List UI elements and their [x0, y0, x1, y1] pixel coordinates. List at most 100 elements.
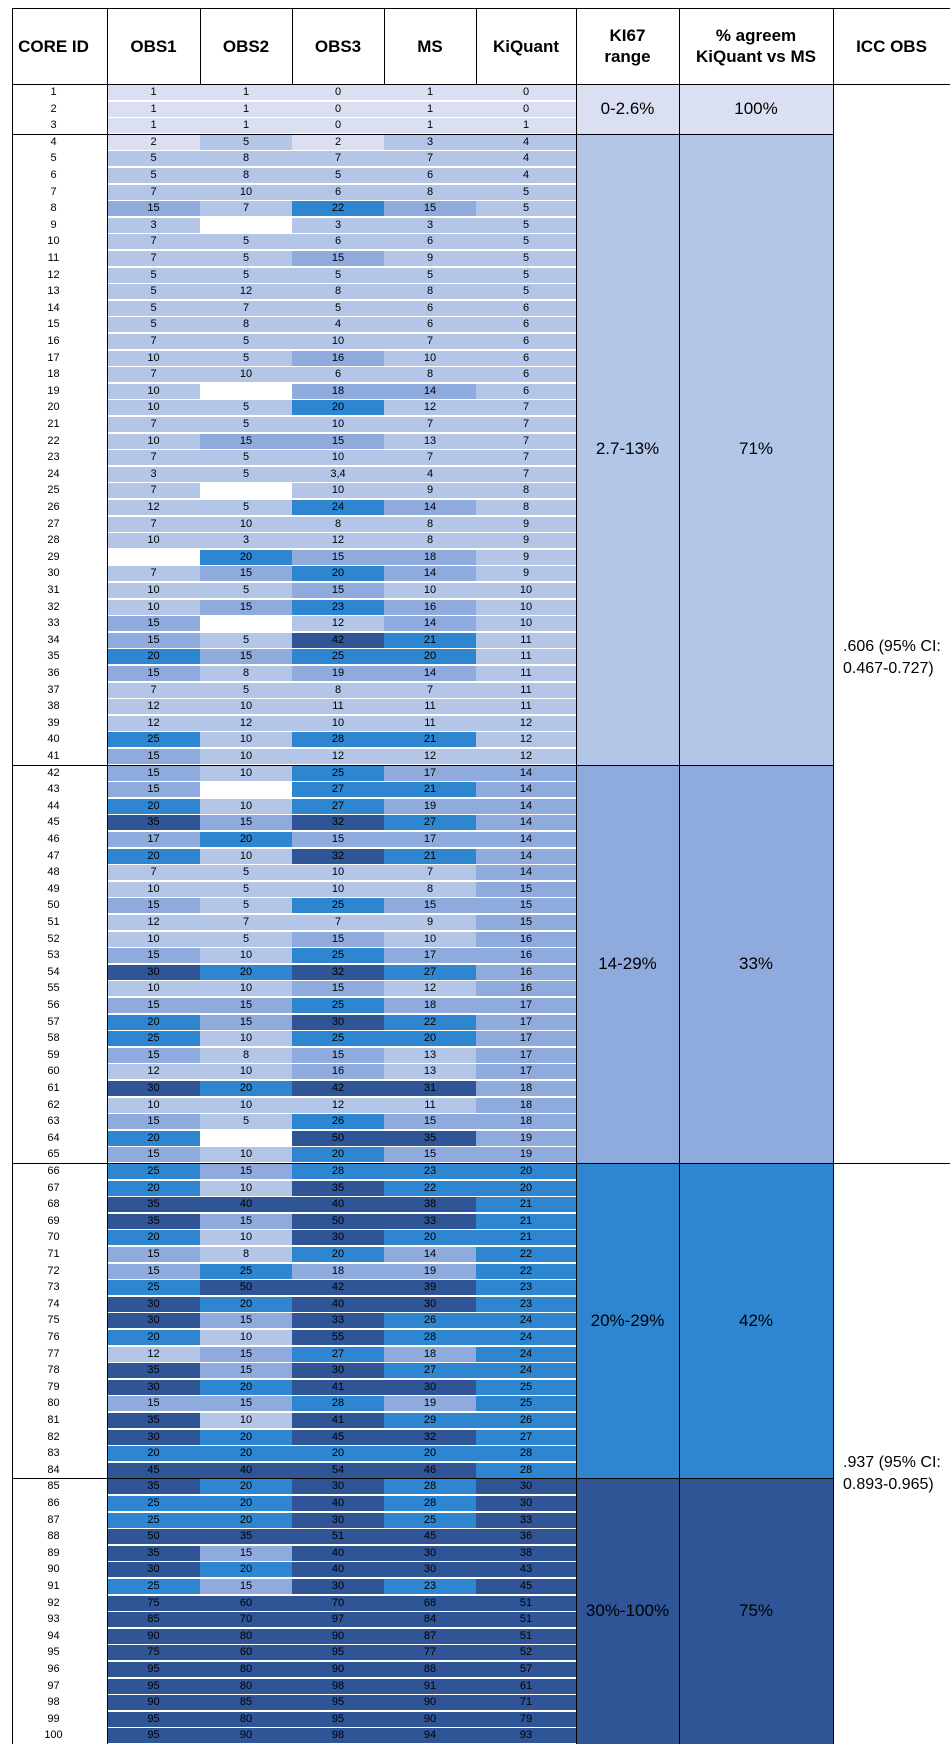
core-id-cell: 10: [47, 235, 60, 248]
kiquant-cell: 9: [476, 566, 576, 582]
obs2-cell: 15: [200, 649, 292, 665]
core-id-cell: 76: [47, 1331, 60, 1343]
obs3-cell: 16: [292, 350, 384, 366]
obs3-cell: 15: [292, 981, 384, 997]
obs3-cell: 70: [292, 1595, 384, 1611]
obs1-cell: 35: [107, 1363, 200, 1379]
ms-cell: 1: [384, 101, 476, 117]
obs3-cell: 10: [292, 334, 384, 349]
obs2-cell: 5: [200, 400, 292, 416]
obs1-cell: 2: [107, 134, 200, 150]
obs2-cell: 15: [200, 433, 292, 449]
ms-cell: 33: [384, 1213, 476, 1229]
obs2-cell: 8: [200, 666, 292, 681]
obs2-cell: 10: [200, 1330, 292, 1345]
icc-divider: [12, 1163, 950, 1164]
obs1-cell: 10: [107, 400, 200, 416]
core-id-cell: 7: [50, 185, 57, 198]
group-divider: [12, 764, 833, 766]
obs3-cell: 3: [292, 217, 384, 233]
ms-cell: 5: [384, 267, 476, 283]
kiquant-cell: 11: [476, 699, 576, 715]
obs3-cell: 26: [292, 1114, 384, 1130]
obs3-cell: 18: [292, 383, 384, 399]
obs1-cell: 10: [107, 931, 200, 947]
obs2-cell: 5: [200, 350, 292, 366]
obs1-cell: 15: [107, 201, 200, 217]
core-id-cell: 65: [47, 1148, 60, 1161]
obs3-cell: 27: [292, 798, 384, 814]
kiquant-cell: 12: [476, 732, 576, 748]
agreement-cell: 71%: [679, 133, 833, 765]
obs3-cell: 0: [292, 101, 384, 117]
kiquant-cell: 19: [476, 1130, 576, 1146]
obs1-cell: 30: [107, 1379, 200, 1395]
obs2-cell: 20: [200, 1496, 292, 1511]
obs2-cell: 20: [200, 964, 292, 980]
obs3-cell: 40: [292, 1496, 384, 1511]
obs3-cell: 20: [292, 400, 384, 416]
obs1-cell: 30: [107, 1562, 200, 1578]
obs3-cell: 5: [292, 267, 384, 283]
obs3-cell: 97: [292, 1612, 384, 1628]
obs2-cell: 15: [200, 1396, 292, 1412]
obs2-cell: 12: [200, 715, 292, 731]
kiquant-cell: 17: [476, 1014, 576, 1030]
ms-cell: 8: [384, 284, 476, 300]
obs1-cell: 12: [107, 1346, 200, 1362]
kiquant-cell: 57: [476, 1662, 576, 1677]
obs3-cell: 54: [292, 1462, 384, 1478]
obs3-cell: 25: [292, 998, 384, 1013]
core-id-cell: 75: [47, 1314, 60, 1327]
obs1-cell: 95: [107, 1678, 200, 1694]
obs3-cell: 90: [292, 1628, 384, 1644]
obs2-cell: 80: [200, 1711, 292, 1727]
obs1-cell: 17: [107, 832, 200, 847]
obs2-cell: 5: [200, 334, 292, 349]
obs2-cell: 20: [200, 1379, 292, 1395]
kiquant-cell: 15: [476, 915, 576, 930]
obs1-cell: 25: [107, 1031, 200, 1047]
kiquant-cell: 14: [476, 765, 576, 781]
core-id-cell: 21: [47, 418, 60, 430]
obs1-cell: 35: [107, 815, 200, 831]
obs2-cell: 80: [200, 1678, 292, 1694]
header-obs1: OBS1: [130, 36, 177, 56]
obs3-cell: 25: [292, 898, 384, 914]
obs1-cell: 25: [107, 1496, 200, 1511]
ms-cell: 15: [384, 201, 476, 217]
core-id-cell: 11: [47, 252, 60, 264]
core-id-cell: 59: [47, 1048, 60, 1061]
kiquant-cell: 11: [476, 649, 576, 665]
ki67-range-cell: 14-29%: [576, 764, 679, 1163]
obs2-cell: 25: [200, 1263, 292, 1279]
obs1-cell: 10: [107, 533, 200, 549]
obs3-cell: 19: [292, 666, 384, 681]
obs3-cell: 16: [292, 1064, 384, 1080]
core-id-cell: 95: [47, 1646, 60, 1659]
agreement-cell: 33%: [679, 764, 833, 1163]
kiquant-cell: 25: [476, 1396, 576, 1412]
obs2-cell: 8: [200, 1247, 292, 1262]
ms-cell: 14: [384, 566, 476, 582]
obs3-cell: 12: [292, 749, 384, 764]
kiquant-cell: 16: [476, 981, 576, 997]
core-id-cell: 35: [47, 650, 60, 663]
core-id-cell: 14: [47, 301, 60, 314]
obs2-cell: 8: [200, 1047, 292, 1063]
obs1-cell: 7: [107, 184, 200, 200]
ms-cell: 39: [384, 1280, 476, 1296]
ms-cell: 14: [384, 500, 476, 515]
agreement-cell: 42%: [679, 1163, 833, 1479]
obs3-cell: 10: [292, 881, 384, 897]
ms-cell: 32: [384, 1429, 476, 1445]
core-id-cell: 85: [47, 1480, 60, 1493]
kiquant-cell: 9: [476, 533, 576, 549]
ms-cell: 8: [384, 367, 476, 383]
core-id-cell: 68: [47, 1198, 60, 1211]
obs3-cell: 28: [292, 1164, 384, 1179]
obs1-cell: 7: [107, 450, 200, 466]
obs2-cell: 8: [200, 317, 292, 333]
core-id-cell: 80: [47, 1397, 60, 1410]
